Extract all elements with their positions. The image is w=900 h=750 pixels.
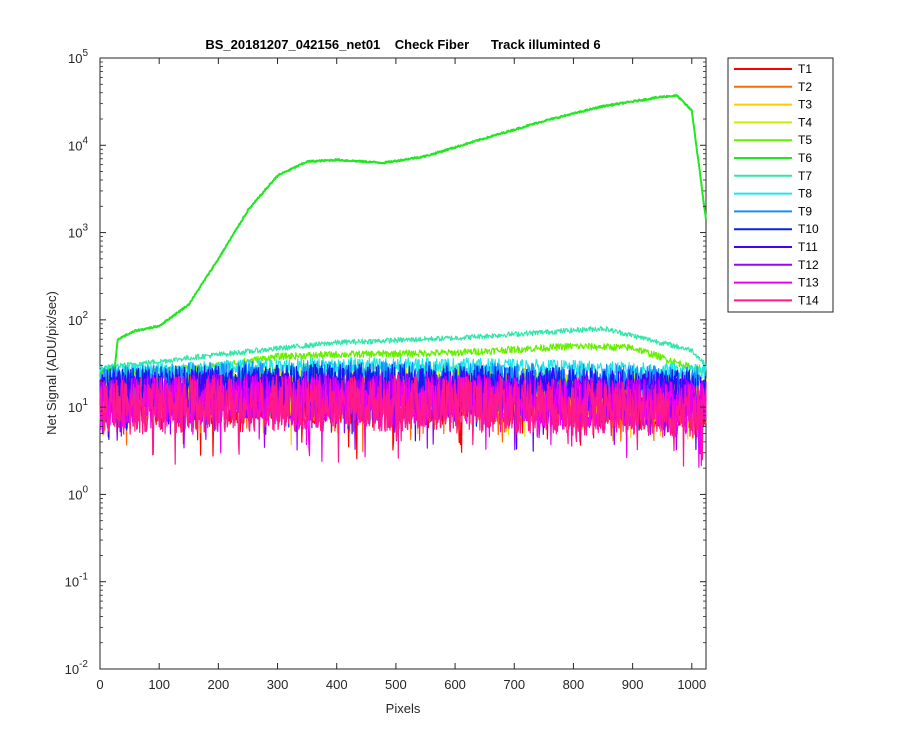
x-tick-label: 600: [444, 677, 466, 692]
plot-area: 0 100 200 300 400 500 600 700 800 900 1000 10-2 10-1…: [65, 48, 707, 692]
legend-item-t6: T6: [734, 151, 812, 165]
legend-item-t8: T8: [734, 187, 812, 201]
y-tick-label: 105: [68, 48, 88, 66]
legend-item-t11: T11: [734, 240, 818, 254]
y-tick-label: 10-2: [65, 659, 89, 677]
legend-item-t3: T3: [734, 98, 812, 112]
y-tick-label: 104: [68, 135, 88, 153]
x-tick-label: 200: [208, 677, 230, 692]
legend-label: T7: [798, 169, 812, 183]
legend-label: T11: [798, 240, 818, 254]
legend-label: T9: [798, 204, 812, 218]
legend-item-t4: T4: [734, 115, 812, 129]
legend-label: T13: [798, 276, 819, 290]
x-tick-label: 700: [503, 677, 525, 692]
legend-label: T14: [798, 293, 819, 307]
legend: T1 T2 T3 T4 T5 T6 T7 T8 T9 T10 T11 T12 T13 T14: [727, 57, 834, 313]
x-tick-label: 1000: [677, 677, 706, 692]
legend-label: T4: [798, 115, 812, 129]
legend-label: T8: [798, 187, 812, 201]
x-tick-label: 900: [622, 677, 644, 692]
legend-label: T10: [798, 222, 819, 236]
y-tick-label: 10-1: [65, 572, 89, 590]
x-tick-label: 300: [267, 677, 289, 692]
x-axis-label: Pixels: [386, 701, 421, 716]
y-tick-label: 101: [68, 397, 88, 415]
legend-item-t2: T2: [734, 80, 812, 94]
y-tick-label: 103: [68, 223, 88, 241]
x-tick-label: 800: [563, 677, 585, 692]
x-tick-label: 0: [96, 677, 103, 692]
legend-items: T1 T2 T3 T4 T5 T6 T7 T8 T9 T10 T11 T12 T13 T14: [734, 62, 819, 307]
legend-label: T1: [798, 62, 812, 76]
y-tick-label: 100: [68, 484, 88, 502]
legend-item-t5: T5: [734, 133, 812, 147]
legend-label: T3: [798, 98, 812, 112]
x-tick-label: 500: [385, 677, 407, 692]
series-line-t6: [99, 93, 707, 374]
legend-label: T12: [798, 258, 819, 272]
legend-item-t10: T10: [734, 222, 819, 236]
x-tick-label: 100: [148, 677, 170, 692]
legend-item-t7: T7: [734, 169, 812, 183]
legend-item-t9: T9: [734, 204, 812, 218]
legend-box: [727, 57, 834, 313]
series-line-t7: [99, 326, 707, 371]
legend-item-t1: T1: [734, 62, 812, 76]
legend-label: T2: [798, 80, 812, 94]
legend-item-t12: T12: [734, 258, 819, 272]
legend-item-t14: T14: [734, 293, 819, 307]
tick-layer: 0 100 200 300 400 500 600 700 800 900 1000 10-2 10-1…: [65, 48, 707, 692]
y-tick-label: 102: [68, 310, 88, 328]
legend-label: T6: [798, 151, 812, 165]
y-axis-label: Net Signal (ADU/pix/sec): [44, 291, 59, 435]
series-layer: [99, 93, 707, 468]
legend-item-t13: T13: [734, 276, 819, 290]
x-tick-label: 400: [326, 677, 348, 692]
chart-title: BS_20181207_042156_net01 Check Fiber Tra…: [205, 37, 600, 52]
legend-label: T5: [798, 133, 812, 147]
series-line-t14: [99, 374, 707, 467]
